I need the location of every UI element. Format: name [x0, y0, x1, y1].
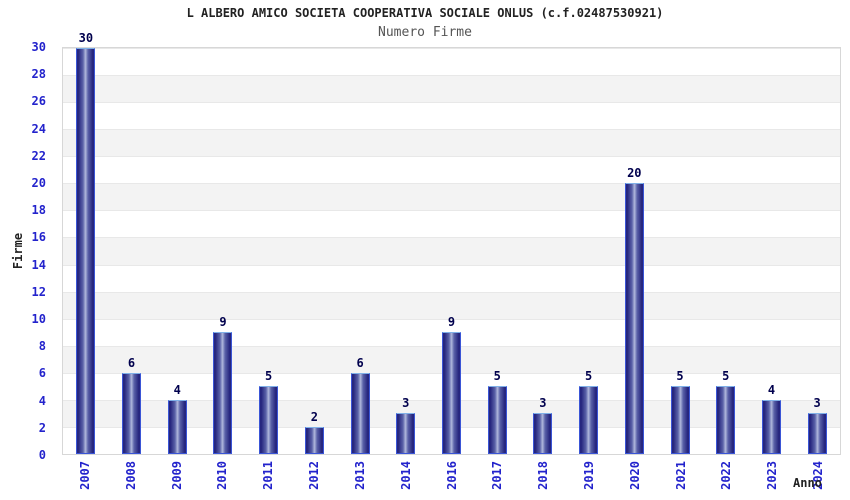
y-tick-label: 18 — [31, 203, 46, 218]
bar-2024 — [807, 413, 827, 454]
x-tick-label-2007: 2007 — [77, 461, 92, 490]
y-tick-label: 10 — [31, 312, 46, 327]
bar-2014 — [396, 413, 416, 454]
x-tick-label-2022: 2022 — [719, 461, 734, 490]
x-tick-label-2020: 2020 — [627, 461, 642, 490]
y-tick-label: 6 — [38, 366, 46, 381]
grid-stripe — [63, 75, 840, 103]
bar-2011 — [259, 386, 279, 454]
x-tick-label-2012: 2012 — [307, 461, 322, 490]
x-axis-label: Anno — [793, 476, 822, 490]
bar-2013 — [350, 372, 370, 454]
x-axis-ticks: 2007 2008 2009 2010 2011 2012 2013 2014 2016 2017… — [62, 461, 841, 499]
bar-value-label: 5 — [265, 369, 273, 384]
chart-title: L ALBERO AMICO SOCIETA COOPERATIVA SOCIA… — [186, 6, 664, 20]
bar-2019 — [579, 386, 599, 454]
x-tick-label-2021: 2021 — [673, 461, 688, 490]
x-tick-label-2017: 2017 — [490, 461, 505, 490]
x-tick-label-2019: 2019 — [581, 461, 596, 490]
bar-2021 — [670, 386, 690, 454]
grid-stripe — [63, 264, 840, 292]
y-tick-label: 30 — [31, 40, 46, 54]
grid-stripe — [63, 291, 840, 319]
bar-value-label: 5 — [676, 369, 684, 384]
grid-stripe — [63, 210, 840, 238]
x-tick-label-2016: 2016 — [444, 461, 459, 490]
grid-stripe — [63, 237, 840, 265]
bar-2020 — [624, 183, 644, 454]
y-tick-label: 26 — [31, 94, 46, 109]
bar-value-label: 5 — [722, 369, 730, 384]
bar-value-label: 4 — [767, 382, 776, 397]
grid-stripe — [63, 48, 840, 76]
bar-value-label: 4 — [173, 382, 181, 397]
grid-stripe — [63, 183, 840, 211]
x-tick-label-2010: 2010 — [215, 461, 230, 490]
bar-2009 — [167, 399, 187, 454]
y-tick-label: 2 — [38, 420, 46, 435]
bar-value-label: 5 — [493, 369, 501, 384]
chart-subtitle: Numero Firme — [378, 25, 472, 40]
x-tick-label-2011: 2011 — [261, 461, 276, 490]
y-tick-label: 22 — [31, 148, 46, 163]
bar-2012 — [304, 426, 324, 454]
grid-stripe — [63, 156, 840, 184]
bar-value-label: 2 — [310, 409, 318, 424]
bar-value-label: 30 — [78, 31, 94, 45]
bar-value-label: 6 — [356, 355, 364, 370]
bar-2010 — [213, 332, 233, 454]
x-tick-label-2009: 2009 — [169, 461, 184, 490]
grid-stripe — [63, 102, 840, 130]
bar-value-label: 20 — [627, 166, 642, 181]
grid-stripe — [63, 129, 840, 157]
bars-layer: 30 6 4 9 5 2 6 3 9 5 3 5 20 5 5 4 3 — [63, 31, 840, 454]
y-tick-label: 24 — [31, 121, 46, 136]
bar-value-label: 9 — [219, 315, 227, 330]
y-tick-label: 14 — [31, 257, 46, 272]
x-tick-label-2023: 2023 — [765, 461, 780, 490]
y-tick-label: 4 — [38, 393, 46, 408]
bar-value-label: 9 — [447, 315, 456, 330]
bar-value-label: 5 — [584, 369, 593, 384]
bar-2023 — [761, 399, 781, 454]
bar-value-label: 3 — [813, 396, 821, 411]
y-tick-label: 12 — [31, 284, 46, 299]
y-tick-label: 16 — [31, 230, 46, 245]
bar-2008 — [122, 372, 142, 454]
bar-2017 — [487, 386, 507, 454]
plot-area: 30 6 4 9 5 2 6 3 9 5 3 5 20 5 5 4 3 — [62, 31, 841, 455]
bar-value-label: 3 — [539, 396, 547, 411]
bar-value-label: 6 — [127, 355, 136, 370]
y-tick-label: 20 — [31, 176, 46, 191]
bar-2007 — [76, 48, 96, 454]
x-tick-label-2014: 2014 — [398, 461, 413, 490]
bar-2018 — [533, 413, 553, 454]
y-tick-label: 8 — [38, 339, 46, 354]
bar-2022 — [716, 386, 736, 454]
y-tick-label: 0 — [38, 448, 46, 462]
x-tick-label-2008: 2008 — [123, 461, 138, 490]
bar-value-label: 3 — [402, 396, 410, 411]
bar-2016 — [442, 332, 461, 454]
y-tick-label: 28 — [31, 67, 46, 82]
x-tick-label-2013: 2013 — [352, 461, 367, 490]
y-axis-ticks: 0 2 4 6 8 10 12 14 16 18 20 22 24 26 28 30 — [0, 41, 54, 461]
x-tick-label-2018: 2018 — [536, 461, 551, 490]
